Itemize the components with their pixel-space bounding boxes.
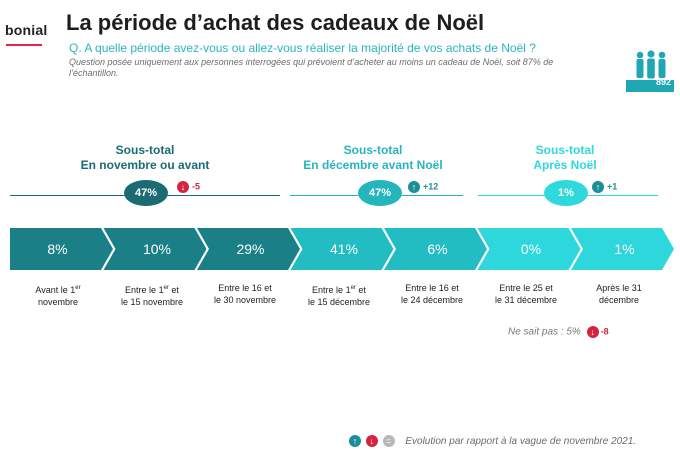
subtotal-2-value: 47% (358, 180, 402, 206)
chevron-7 (571, 228, 674, 270)
subtotal-2-evolution-value: +12 (423, 181, 439, 192)
sample-label: personnes (625, 84, 667, 93)
dont-know-evolution: -8 (600, 326, 609, 337)
logo-underline (6, 44, 42, 46)
chevron-2 (103, 228, 207, 270)
category-label-4: Entre le 1er et le 15 décembre (307, 285, 371, 307)
arrow-down-icon: ↓ (177, 181, 189, 193)
subtotal-3-evolution: ↑ +1 (592, 181, 617, 193)
people-icon (636, 50, 666, 79)
dont-know-note: Ne sait pas : 5% ↓ -8 (508, 326, 609, 338)
category-label-2: Entre le 1er et le 15 novembre (120, 285, 184, 307)
chevron-value-7: 1% (614, 241, 634, 257)
dont-know-label: Ne sait pas : 5% (508, 326, 581, 338)
category-label-3: Entre le 16 et le 30 novembre (213, 283, 277, 305)
subtotal-2-line2: En décembre avant Noël (303, 158, 443, 172)
sample-count: 892 (655, 77, 671, 87)
subtotal-1-value: 47% (124, 180, 168, 206)
subtotal-3-line1: Sous-total (535, 143, 595, 157)
subtotal-title-2: Sous-total En décembre avant Noël (273, 143, 473, 173)
subtotal-3-evolution-value: +1 (607, 181, 618, 192)
chevron-value-5: 6% (427, 241, 447, 257)
chevron-value-2: 10% (143, 241, 171, 257)
legend-text: Evolution par rapport à la vague de nove… (405, 435, 637, 447)
category-label-7: Après le 31 décembre (596, 283, 642, 305)
category-label-1: Avant le 1er novembre (35, 285, 81, 307)
arrow-down-icon: ↓ (586, 326, 599, 338)
subtotal-2-evolution: ↑ +12 (408, 181, 438, 193)
logo-text: bonial (5, 22, 48, 38)
category-label-6: Entre le 25 et le 31 décembre (494, 283, 558, 305)
chevron-5 (384, 228, 487, 270)
arrow-down-icon: ↓ (365, 435, 378, 447)
equal-icon: = (382, 435, 395, 447)
chevron-6 (477, 228, 581, 270)
subtotal-3-line2: Après Noël (533, 158, 597, 172)
subtotal-1-evolution: ↓ -5 (177, 181, 200, 193)
chevron-value-3: 29% (236, 241, 264, 257)
evolution-legend: ↑ ↓ = Evolution par rapport à la vague d… (349, 435, 636, 447)
chevron-value-4: 41% (330, 241, 358, 257)
subtotal-1-line1: Sous-total (115, 143, 175, 157)
chevron-1 (10, 228, 113, 270)
chevron-3 (197, 228, 300, 270)
chevron-value-1: 8% (47, 241, 67, 257)
subtotal-3-value: 1% (544, 180, 588, 206)
arrow-up-icon: ↑ (592, 181, 604, 193)
subtotal-title-3: Sous-total Après Noël (500, 143, 630, 173)
subtotal-title-1: Sous-total En novembre ou avant (40, 143, 250, 173)
question-note: Question posée uniquement aux personnes … (69, 57, 554, 78)
sample-size-badge: 892 (618, 50, 680, 94)
chevron-4 (290, 228, 394, 270)
chevron-value-6: 0% (521, 241, 541, 257)
arrow-up-icon: ↑ (408, 181, 420, 193)
question-text: Q. A quelle période avez-vous ou allez-v… (69, 41, 536, 55)
subtotal-1-line2: En novembre ou avant (80, 158, 210, 172)
page-title: La période d’achat des cadeaux de Noël (66, 10, 485, 35)
sample-count-box (626, 80, 674, 92)
category-label-5: Entre le 16 et le 24 décembre (400, 283, 464, 305)
subtotal-1-evolution-value: -5 (192, 181, 201, 192)
subtotal-2-line1: Sous-total (343, 143, 403, 157)
arrow-up-icon: ↑ (349, 435, 361, 447)
bonial-logo: bonial (2, 22, 50, 46)
